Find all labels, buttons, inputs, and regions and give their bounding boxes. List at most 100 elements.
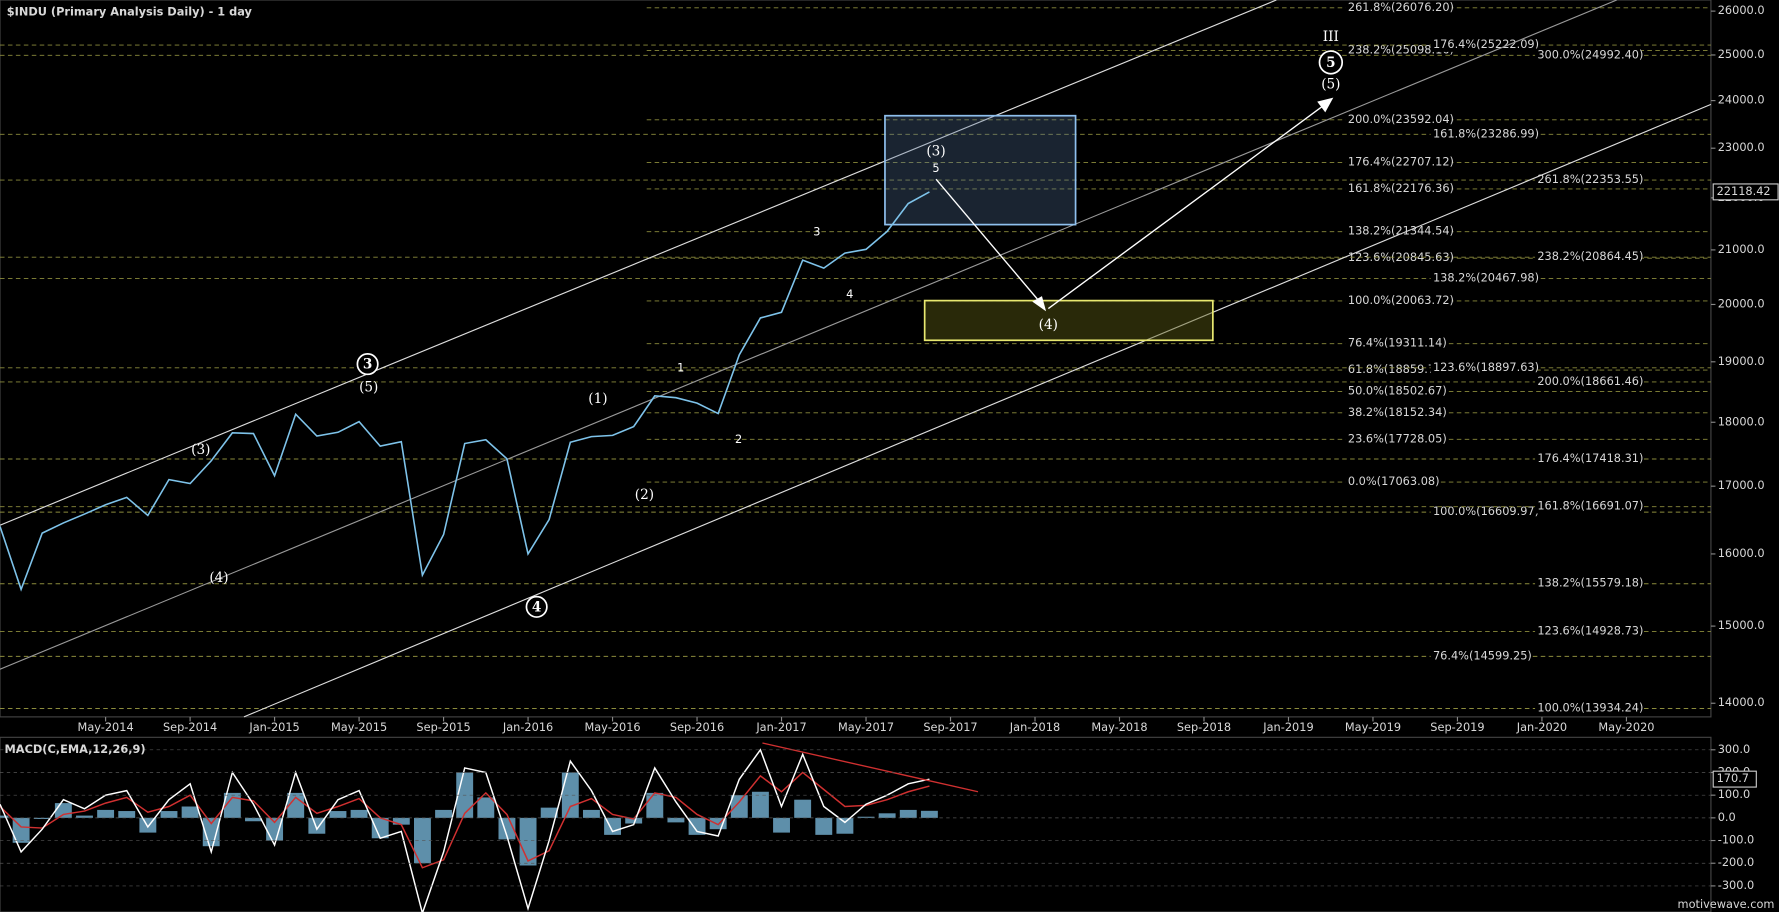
wave-label: 5 bbox=[1326, 55, 1335, 71]
y-tick-label: 17000.0 bbox=[1718, 478, 1765, 492]
y-tick-label: 16000.0 bbox=[1718, 546, 1765, 560]
x-tick-label: Jan-2019 bbox=[1262, 720, 1313, 734]
fib-label: 238.2%(25098.16) bbox=[1348, 43, 1454, 57]
wave-label: 4 bbox=[846, 287, 853, 301]
y-tick-label: 25000.0 bbox=[1718, 47, 1765, 61]
fib-label-box bbox=[1535, 452, 1642, 466]
histogram-bar bbox=[519, 817, 537, 866]
fib-label-box bbox=[1535, 250, 1642, 264]
fib-label: 100.0%(16609.97) bbox=[1433, 504, 1539, 518]
fib-label-box bbox=[1430, 38, 1537, 52]
histogram-bar bbox=[435, 809, 453, 818]
fib-label-box bbox=[1430, 127, 1537, 142]
fib-label-box bbox=[1535, 624, 1642, 639]
histogram-bar bbox=[287, 792, 305, 818]
fib-label-box bbox=[1345, 432, 1446, 447]
fib-label: 61.8%(18859.76) bbox=[1348, 362, 1447, 376]
y-tick-label: 26000.0 bbox=[1718, 3, 1765, 17]
wave-label: (5) bbox=[1321, 77, 1340, 93]
fib-label: 23.6%(17728.05) bbox=[1348, 431, 1447, 445]
fib-label: 100.0%(20063.72) bbox=[1348, 293, 1454, 307]
last-value-label: 170.7 bbox=[1717, 771, 1749, 785]
fib-label: 76.4%(14599.25) bbox=[1433, 648, 1532, 662]
y-tick-label: 0.0 bbox=[1718, 810, 1736, 824]
y-tick-label: 18000.0 bbox=[1718, 414, 1765, 428]
wave-label: III bbox=[1323, 29, 1339, 45]
fib-label: 123.6%(18897.63) bbox=[1433, 360, 1539, 374]
histogram-bar bbox=[625, 817, 643, 824]
target-box bbox=[884, 114, 1077, 226]
histogram-bar bbox=[667, 817, 685, 823]
fib-label-box bbox=[1345, 251, 1452, 265]
histogram-bar bbox=[730, 795, 748, 818]
histogram-bar bbox=[751, 791, 769, 818]
chart-title: $INDU (Primary Analysis Daily) - 1 day bbox=[7, 4, 253, 18]
fib-label: 261.8%(26076.20) bbox=[1348, 0, 1454, 14]
fib-label-box bbox=[1535, 173, 1642, 187]
histogram-bar bbox=[815, 817, 833, 835]
y-tick-label: 19000.0 bbox=[1718, 354, 1765, 368]
fib-label-box bbox=[1345, 336, 1446, 351]
price-panel bbox=[0, 0, 1712, 718]
fib-label: 0.0%(17063.08) bbox=[1348, 474, 1440, 488]
y-tick-label: 14000.0 bbox=[1718, 695, 1765, 709]
fib-label-box bbox=[1345, 384, 1446, 399]
histogram-bar bbox=[118, 811, 136, 818]
x-tick-label: Sep-2014 bbox=[163, 720, 217, 734]
histogram-bar bbox=[33, 817, 51, 819]
fib-label: 138.2%(21344.54) bbox=[1348, 224, 1454, 238]
histogram-bar bbox=[920, 810, 938, 818]
macd-panel bbox=[0, 736, 1712, 912]
x-tick-label: May-2017 bbox=[838, 720, 894, 734]
fib-levels: 261.8%(26076.20) 238.2%(25098.16) 200.0%(2… bbox=[0, 0, 1711, 716]
fib-label: 100.0%(13934.24) bbox=[1537, 701, 1643, 715]
channel-lines bbox=[0, 0, 1712, 718]
wave-label: 3 bbox=[813, 225, 820, 239]
fib-label-box bbox=[1345, 1, 1452, 15]
histogram-bar bbox=[878, 813, 896, 818]
fib-label-box bbox=[1345, 224, 1452, 239]
axes: May-2014 Sep-2014 Jan-2015 May-2015 Sep-2015… bbox=[0, 3, 1779, 892]
wave-labels: 3 (5) (3) (4) 4 (1) (2) 1 2 3 4 5 (3) (4… bbox=[191, 29, 1344, 618]
wave-label: (4) bbox=[209, 570, 228, 586]
last-value-label: 22118.42 bbox=[1717, 184, 1771, 198]
histogram-bar bbox=[12, 817, 30, 843]
wave-label: 5 bbox=[932, 161, 939, 175]
histogram-bar bbox=[773, 817, 790, 833]
histogram-bar bbox=[857, 816, 875, 818]
x-tick-label: Sep-2017 bbox=[923, 720, 977, 734]
x-tick-label: May-2014 bbox=[78, 720, 134, 734]
y-tick-label: 100.0 bbox=[1718, 787, 1750, 801]
histogram-bar bbox=[0, 815, 9, 818]
histogram-bar bbox=[709, 817, 727, 830]
fib-label: 300.0%(24992.40) bbox=[1537, 47, 1643, 61]
histogram-bar bbox=[582, 809, 600, 818]
fib-label: 161.8%(23286.99) bbox=[1433, 126, 1539, 140]
y-tick-label: -100.0 bbox=[1718, 833, 1755, 847]
wave-label: 3 bbox=[363, 357, 372, 373]
fib-label: 38.2%(18152.34) bbox=[1348, 405, 1447, 419]
fib-label-box bbox=[1535, 576, 1642, 591]
wave-label: (4) bbox=[1039, 317, 1058, 333]
macd-title: MACD(C,EMA,12,26,9) bbox=[5, 742, 146, 756]
histogram-bar bbox=[97, 809, 115, 818]
y-tick-label: 23000.0 bbox=[1718, 140, 1765, 154]
fib-label-box bbox=[1430, 649, 1531, 664]
fib-label: 138.2%(15579.18) bbox=[1537, 576, 1643, 590]
fib-label: 176.4%(25222.09) bbox=[1433, 37, 1539, 51]
fib-label-box bbox=[1535, 499, 1642, 514]
macd-trendline bbox=[762, 742, 979, 793]
wave-label: 4 bbox=[532, 600, 541, 616]
histogram-bar bbox=[76, 815, 93, 818]
histogram-bar bbox=[223, 792, 241, 818]
wave-label: 1 bbox=[677, 361, 684, 375]
fib-label: 261.8%(22353.55) bbox=[1537, 172, 1643, 186]
histogram-bar bbox=[477, 797, 495, 818]
histogram-bar bbox=[392, 817, 410, 825]
x-tick-label: May-2016 bbox=[584, 720, 640, 734]
x-tick-label: Jan-2015 bbox=[248, 720, 299, 734]
histogram-bar bbox=[266, 817, 284, 841]
fib-label-box bbox=[1345, 112, 1452, 127]
fib-label-box bbox=[1430, 361, 1537, 375]
